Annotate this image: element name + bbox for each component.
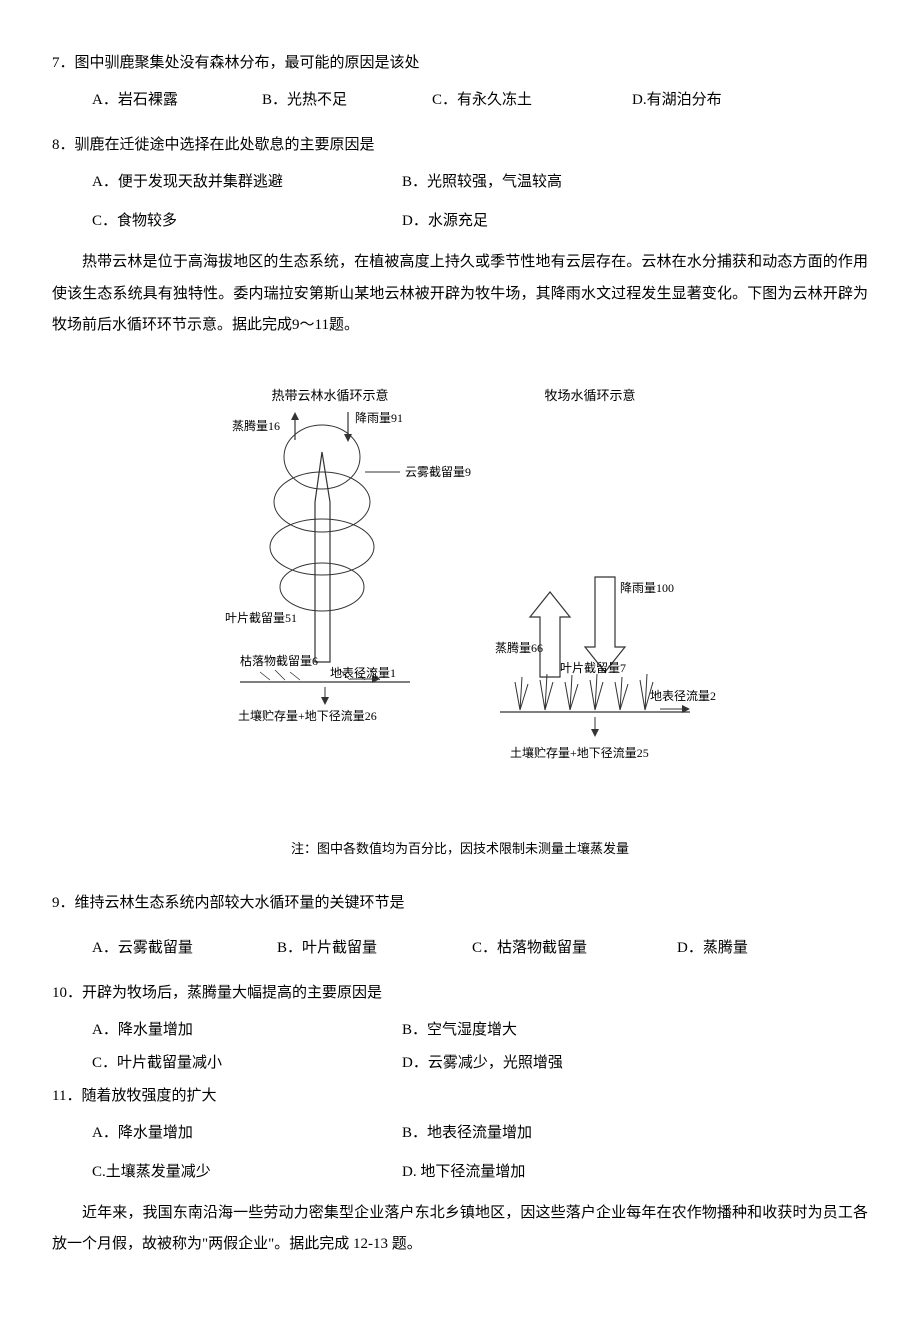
- q10-opt-d: D．云雾减少，光照增强: [402, 1050, 868, 1077]
- q9-opt-c: C．枯落物截留量: [472, 935, 657, 962]
- surface-runoff-left: 地表径流量1: [330, 666, 396, 683]
- diagram-right-title: 牧场水循环示意: [544, 388, 635, 403]
- svg-text:云雾截留量9: 云雾截留量9: [405, 465, 471, 479]
- diagram-left-title: 热带云林水循环示意: [271, 388, 388, 403]
- q7-opt-a: A．岩石裸露: [92, 87, 242, 114]
- q8-opt-c: C．食物较多: [92, 208, 402, 235]
- svg-text:降雨量91: 降雨量91: [355, 411, 403, 425]
- question-7-text: 7．图中驯鹿聚集处没有森林分布，最可能的原因是该处: [52, 50, 868, 77]
- diagram-note: 注：图中各数值均为百分比，因技术限制未测量土壤蒸发量: [52, 837, 868, 860]
- q7-opt-b: B．光热不足: [262, 87, 412, 114]
- svg-text:地表径流量2: 地表径流量2: [650, 689, 716, 703]
- q11-opt-d: D. 地下径流量增加: [402, 1159, 868, 1186]
- soil-underground-left: 土壤贮存量+地下径流量26: [238, 687, 377, 723]
- question-11-options: A．降水量增加 B．地表径流量增加 C.土壤蒸发量减少 D. 地下径流量增加: [92, 1120, 868, 1186]
- fog-intercept-label: 云雾截留量9: [365, 465, 471, 479]
- question-11-text: 11．随着放牧强度的扩大: [52, 1083, 868, 1110]
- q10-opt-a: A．降水量增加: [92, 1017, 402, 1044]
- svg-text:地表径流量1: 地表径流量1: [330, 666, 396, 680]
- q11-opt-c: C.土壤蒸发量减少: [92, 1159, 402, 1186]
- svg-text:枯落物截留量6: 枯落物截留量6: [240, 653, 318, 668]
- q7-opt-d: D.有湖泊分布: [632, 87, 722, 114]
- q8-opt-b: B．光照较强，气温较高: [402, 169, 868, 196]
- question-9-text: 9．维持云林生态系统内部较大水循环量的关键环节是: [52, 890, 868, 917]
- passage-1: 热带云林是位于高海拔地区的生态系统，在植被高度上持久或季节性地有云层存在。云林在…: [52, 247, 868, 342]
- question-9-options: A．云雾截留量 B．叶片截留量 C．枯落物截留量 D．蒸腾量: [92, 935, 868, 962]
- transpiration-arrow-left: 蒸腾量16: [232, 412, 299, 440]
- q9-opt-b: B．叶片截留量: [277, 935, 452, 962]
- leaf-intercept-left: 叶片截留量51: [225, 611, 297, 625]
- svg-text:蒸腾量66: 蒸腾量66: [495, 640, 543, 655]
- passage-2: 近年来，我国东南沿海一些劳动力密集型企业落户东北乡镇地区，因这些落户企业每年在农…: [52, 1198, 868, 1261]
- q10-opt-b: B．空气湿度增大: [402, 1017, 868, 1044]
- svg-text:土壤贮存量+地下径流量26: 土壤贮存量+地下径流量26: [238, 708, 377, 723]
- forest-tree-icon: [240, 425, 410, 682]
- leaf-intercept-right: 叶片截留量7: [560, 661, 626, 675]
- question-10-text: 10．开辟为牧场后，蒸腾量大幅提高的主要原因是: [52, 980, 868, 1007]
- rainfall-arrow-left: 降雨量91: [344, 411, 403, 442]
- q11-opt-b: B．地表径流量增加: [402, 1120, 868, 1147]
- litter-intercept-label: 枯落物截留量6: [240, 653, 318, 668]
- question-7-options: A．岩石裸露 B．光热不足 C．有永久冻土 D.有湖泊分布: [92, 87, 868, 114]
- svg-text:叶片截留量7: 叶片截留量7: [560, 661, 626, 675]
- q9-opt-d: D．蒸腾量: [677, 935, 748, 962]
- svg-text:叶片截留量51: 叶片截留量51: [225, 611, 297, 625]
- q7-opt-c: C．有永久冻土: [432, 87, 612, 114]
- soil-underground-right: 土壤贮存量+地下径流量25: [510, 717, 649, 760]
- question-8-options: A．便于发现天敌并集群逃避 B．光照较强，气温较高 C．食物较多 D．水源充足: [92, 169, 868, 235]
- q10-opt-c: C．叶片截留量减小: [92, 1050, 402, 1077]
- question-10-options: A．降水量增加 B．空气湿度增大 C．叶片截留量减小 D．云雾减少，光照增强: [92, 1017, 868, 1077]
- surface-runoff-right: 地表径流量2: [650, 689, 716, 713]
- water-cycle-diagram: 热带云林水循环示意 牧场水循环示意 降雨量91: [52, 382, 868, 860]
- svg-text:土壤贮存量+地下径流量25: 土壤贮存量+地下径流量25: [510, 745, 649, 760]
- rainfall-arrow-right: 降雨量100: [585, 577, 674, 672]
- svg-text:降雨量100: 降雨量100: [620, 581, 674, 595]
- svg-text:蒸腾量16: 蒸腾量16: [232, 418, 280, 433]
- transpiration-arrow-right: 蒸腾量66: [495, 592, 570, 677]
- q8-opt-a: A．便于发现天敌并集群逃避: [92, 169, 402, 196]
- question-8-text: 8．驯鹿在迁徙途中选择在此处歇息的主要原因是: [52, 132, 868, 159]
- q8-opt-d: D．水源充足: [402, 208, 868, 235]
- q11-opt-a: A．降水量增加: [92, 1120, 402, 1147]
- q9-opt-a: A．云雾截留量: [92, 935, 257, 962]
